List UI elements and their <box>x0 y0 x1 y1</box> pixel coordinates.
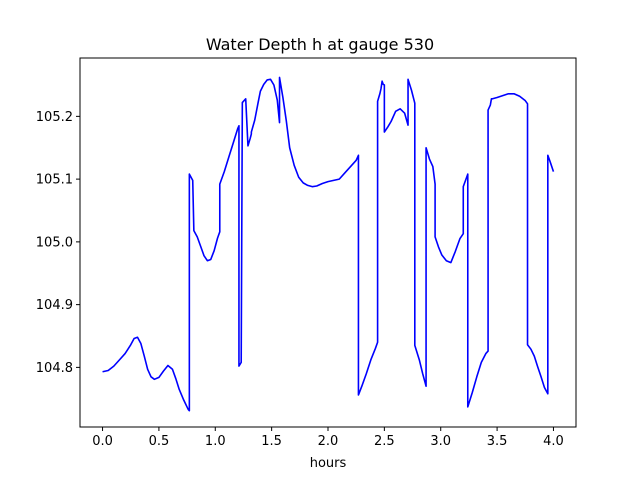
x-tick-label: 2.5 <box>374 434 395 449</box>
y-tick-label: 104.8 <box>36 361 73 376</box>
x-axis-label: hours <box>310 456 347 471</box>
x-tick-label: 1.0 <box>205 434 226 449</box>
x-tick-label: 3.5 <box>487 434 508 449</box>
plot-data <box>102 76 555 412</box>
y-tick-label: 105.2 <box>36 110 73 125</box>
x-tick-label: 0.5 <box>149 434 170 449</box>
chart-title: Water Depth h at gauge 530 <box>206 35 434 54</box>
y-tick-label: 105.1 <box>36 173 73 188</box>
series-line-0 <box>102 76 555 412</box>
x-axis: 0.0 0.5 1.0 1.5 2.0 2.5 3.0 3.5 4.0 <box>92 427 564 449</box>
y-tick-label: 104.9 <box>36 298 73 313</box>
x-tick-label: 3.0 <box>430 434 451 449</box>
x-tick-label: 1.5 <box>261 434 282 449</box>
y-tick-label: 105.0 <box>36 235 73 250</box>
plot-frame <box>79 57 577 428</box>
x-tick-label: 4.0 <box>543 434 564 449</box>
x-tick-label: 0.0 <box>92 434 113 449</box>
x-tick-label: 2.0 <box>318 434 339 449</box>
y-axis: 104.8 104.9 105.0 105.1 105.2 <box>36 110 80 376</box>
